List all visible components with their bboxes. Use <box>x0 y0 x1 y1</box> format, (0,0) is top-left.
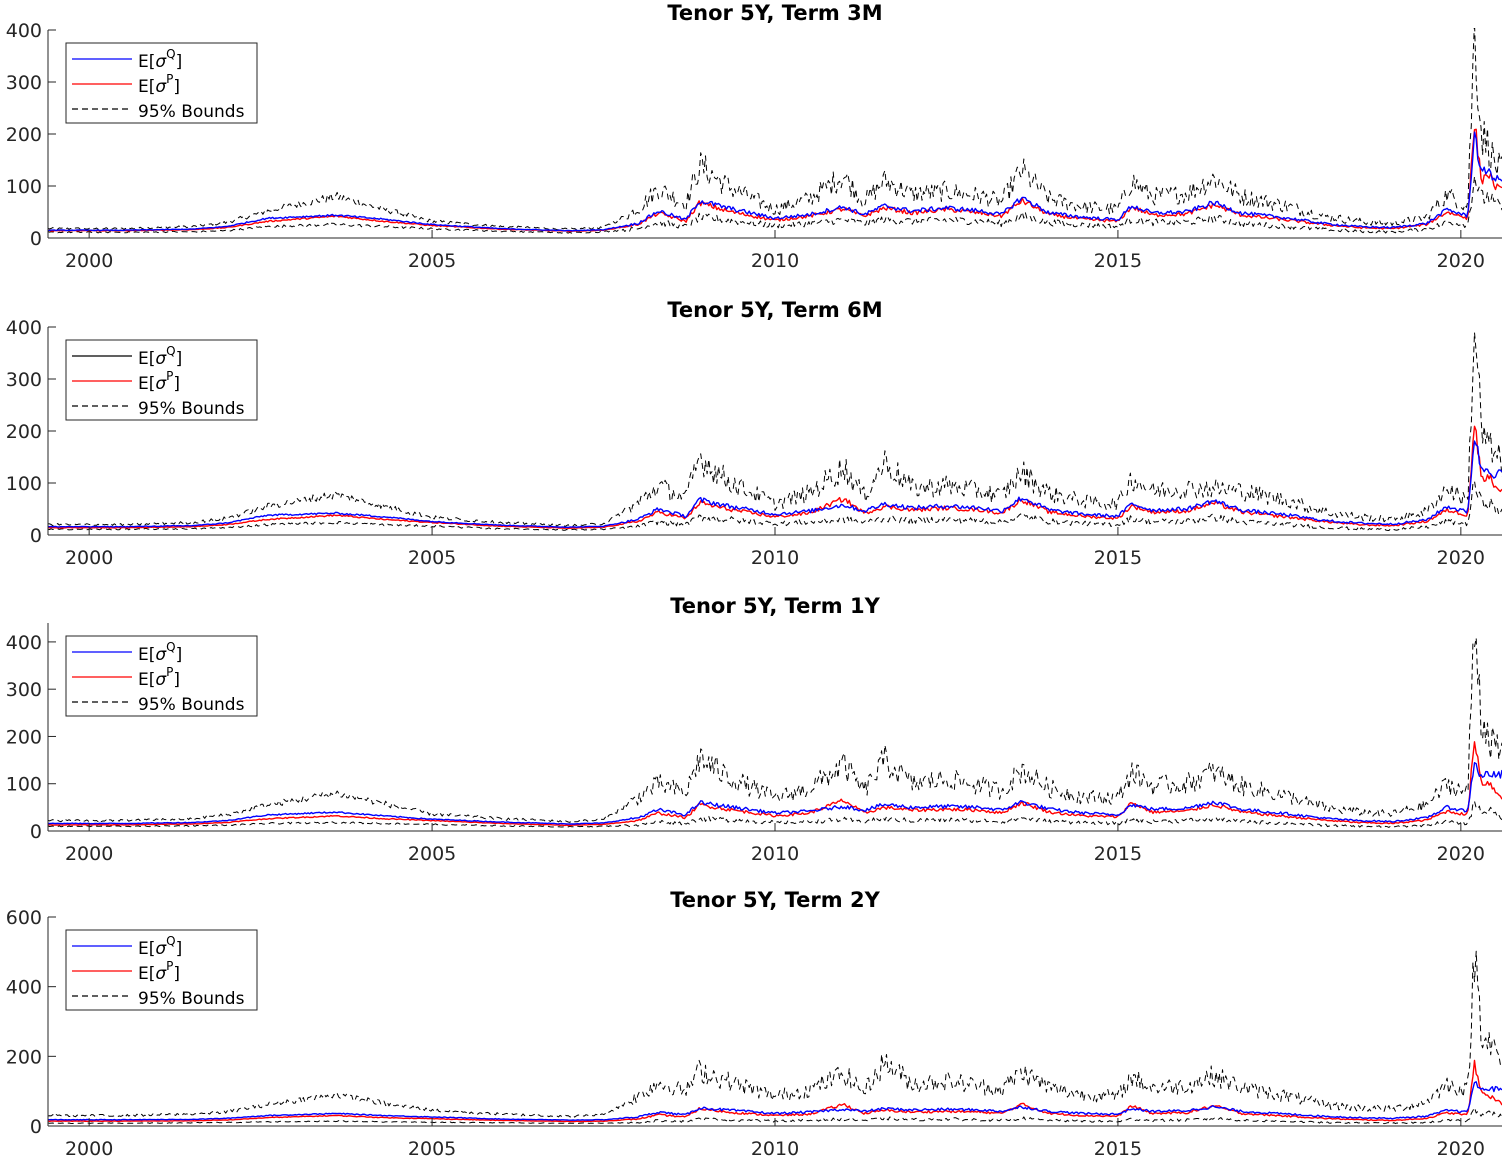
panel-4: Tenor 5Y, Term 2Y 0 200 400 600 2000 2005 2010 2… <box>6 888 1502 1157</box>
x-tick-label: 2005 <box>408 843 456 865</box>
x-tick-label: 2010 <box>751 547 799 569</box>
series-line-lower <box>48 176 1502 234</box>
x-tick-label: 2010 <box>751 250 799 272</box>
x-tick-label: 2010 <box>751 1138 799 1157</box>
chart-title: Tenor 5Y, Term 3M <box>667 1 882 25</box>
series-line-lower <box>48 800 1502 828</box>
y-tick-label: 300 <box>6 679 42 701</box>
panel-1: Tenor 5Y, Term 3M 0 100 200 300 400 2000 2005 20… <box>6 1 1502 272</box>
y-tick-label: 0 <box>30 228 42 250</box>
y-tick-label: 200 <box>6 1046 42 1068</box>
y-tick-label: 400 <box>6 632 42 654</box>
x-tick-label: 2015 <box>1094 547 1142 569</box>
x-tick-label: 2005 <box>408 1138 456 1157</box>
series-line-ep <box>48 1059 1502 1123</box>
y-tick-label: 400 <box>6 977 42 999</box>
y-tick-label: 600 <box>6 907 42 929</box>
legend: E[σQ]E[σP] 95% Bounds <box>65 635 258 717</box>
series-group <box>48 950 1502 1125</box>
chart-title: Tenor 5Y, Term 6M <box>667 298 882 322</box>
x-tick-label: 2020 <box>1437 250 1485 272</box>
series-line-upper <box>48 332 1502 528</box>
legend-entry: E[σP] <box>138 369 180 394</box>
legend-box <box>65 42 258 124</box>
y-tick-label: 0 <box>30 1116 42 1138</box>
series-line-ep <box>48 741 1502 827</box>
legend-entry: E[σQ] <box>138 47 182 72</box>
legend-entry: 95% Bounds <box>138 102 245 122</box>
x-tick-label: 2020 <box>1437 843 1485 865</box>
y-tick-label: 100 <box>6 176 42 198</box>
y-tick-label: 400 <box>6 20 42 42</box>
series-line-upper <box>48 28 1502 231</box>
series-line-upper <box>48 950 1502 1118</box>
legend-entry: E[σP] <box>138 72 180 97</box>
x-tick-label: 2000 <box>65 547 113 569</box>
x-tick-label: 2015 <box>1094 250 1142 272</box>
legend-entry: E[σP] <box>138 959 180 984</box>
x-tick-label: 2020 <box>1437 1138 1485 1157</box>
series-group <box>48 332 1502 531</box>
series-line-ep <box>48 128 1502 233</box>
x-tick-label: 2010 <box>751 843 799 865</box>
panel-3: Tenor 5Y, Term 1Y 0 100 200 300 400 2000 2005 20… <box>6 594 1502 865</box>
legend-entry: 95% Bounds <box>138 695 245 715</box>
legend-box <box>65 929 258 1011</box>
legend: E[σQ]E[σP] 95% Bounds <box>65 929 258 1011</box>
legend-entry: E[σQ] <box>138 640 182 665</box>
series-line-eq <box>48 762 1502 825</box>
legend: E[σQ]E[σP] 95% Bounds <box>65 339 258 421</box>
legend-entry: E[σQ] <box>138 934 182 959</box>
series-line-lower <box>48 480 1502 531</box>
y-tick-label: 200 <box>6 421 42 443</box>
chart-title: Tenor 5Y, Term 2Y <box>670 888 880 912</box>
legend: E[σQ]E[σP] 95% Bounds <box>65 42 258 124</box>
y-tick-label: 400 <box>6 317 42 339</box>
series-line-ep <box>48 425 1502 530</box>
legend-box <box>65 635 258 717</box>
x-tick-label: 2015 <box>1094 843 1142 865</box>
y-tick-label: 100 <box>6 473 42 495</box>
x-tick-label: 2020 <box>1437 547 1485 569</box>
x-tick-label: 2015 <box>1094 1138 1142 1157</box>
series-line-eq <box>48 440 1502 529</box>
series-group <box>48 637 1502 828</box>
legend-entry: E[σQ] <box>138 344 182 369</box>
y-tick-label: 200 <box>6 726 42 748</box>
y-tick-label: 100 <box>6 774 42 796</box>
y-tick-label: 300 <box>6 72 42 94</box>
y-tick-label: 200 <box>6 124 42 146</box>
series-line-upper <box>48 637 1502 823</box>
y-tick-label: 0 <box>30 525 42 547</box>
x-tick-label: 2000 <box>65 1138 113 1157</box>
legend-box <box>65 339 258 421</box>
x-tick-label: 2000 <box>65 250 113 272</box>
series-line-eq <box>48 131 1502 232</box>
series-line-eq <box>48 1081 1502 1121</box>
y-tick-label: 0 <box>30 821 42 843</box>
legend-entry: E[σP] <box>138 665 180 690</box>
chart-title: Tenor 5Y, Term 1Y <box>670 594 880 618</box>
series-group <box>48 28 1502 234</box>
legend-entry: 95% Bounds <box>138 399 245 419</box>
x-tick-label: 2005 <box>408 547 456 569</box>
legend-entry: 95% Bounds <box>138 989 245 1009</box>
panel-2: Tenor 5Y, Term 6M 0 100 200 300 400 2000 2005 20… <box>6 298 1502 569</box>
x-tick-label: 2005 <box>408 250 456 272</box>
y-tick-label: 300 <box>6 369 42 391</box>
x-tick-label: 2000 <box>65 843 113 865</box>
